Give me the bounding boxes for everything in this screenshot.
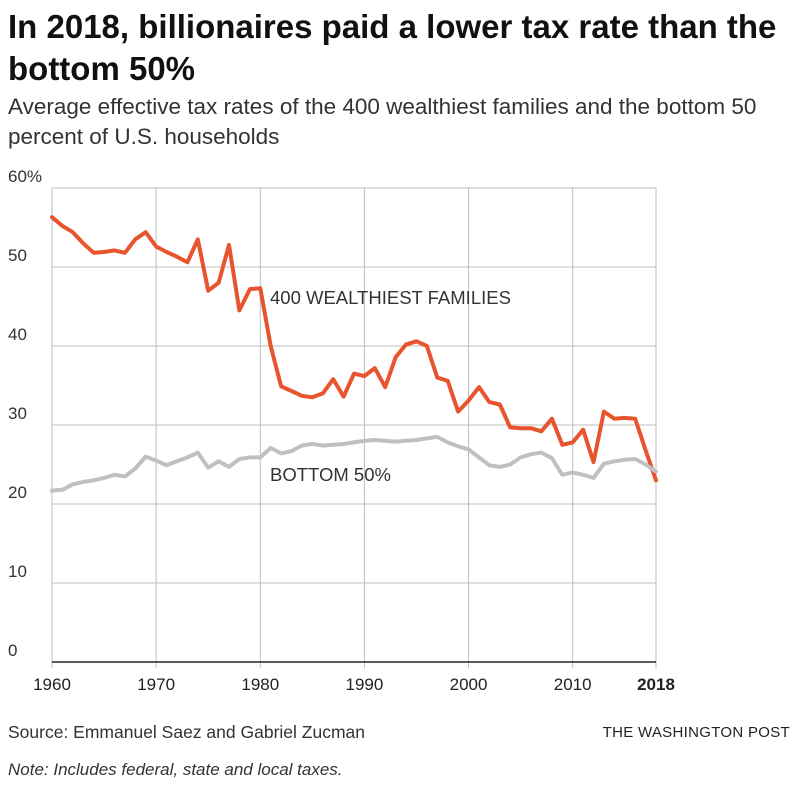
footnote: Note: Includes federal, state and local … <box>8 760 343 779</box>
x-tick-label: 2010 <box>554 675 592 694</box>
series-label-top400: 400 WEALTHIEST FAMILIES <box>270 287 511 308</box>
tax-rate-line-chart: 0 10 20 30 40 50 60% 1960 1970 1980 1990 2000 2010 2… <box>8 170 675 694</box>
y-tick-label: 30 <box>8 404 27 423</box>
series-line-top400 <box>50 215 658 483</box>
series-label-bottom50: BOTTOM 50% <box>270 464 391 485</box>
y-tick-label: 10 <box>8 562 27 581</box>
x-axis-labels: 1960 1970 1980 1990 2000 2010 2018 <box>33 675 675 694</box>
source-note: Source: Emmanuel Saez and Gabriel Zucman <box>8 722 365 742</box>
y-tick-label: 60% <box>8 170 42 186</box>
series-line-bottom50 <box>50 434 658 493</box>
x-tick-label: 1960 <box>33 675 71 694</box>
publisher-credit: THE WASHINGTON POST <box>602 724 790 741</box>
y-tick-label: 0 <box>8 641 17 660</box>
x-tick-label: 2000 <box>450 675 488 694</box>
y-tick-label: 40 <box>8 325 27 344</box>
y-axis-labels: 0 10 20 30 40 50 60% <box>8 170 42 660</box>
y-tick-label: 50 <box>8 246 27 265</box>
page-title: In 2018, billionaires paid a lower tax r… <box>8 8 777 87</box>
x-tick-label: 1970 <box>137 675 175 694</box>
x-tick-label: 1980 <box>241 675 279 694</box>
x-tick-label: 2018 <box>637 675 675 694</box>
grid-layer <box>51 187 657 668</box>
series-layer <box>50 215 658 493</box>
x-tick-label: 1990 <box>345 675 383 694</box>
page-subtitle: Average effective tax rates of the 400 w… <box>8 94 757 149</box>
y-tick-label: 20 <box>8 483 27 502</box>
